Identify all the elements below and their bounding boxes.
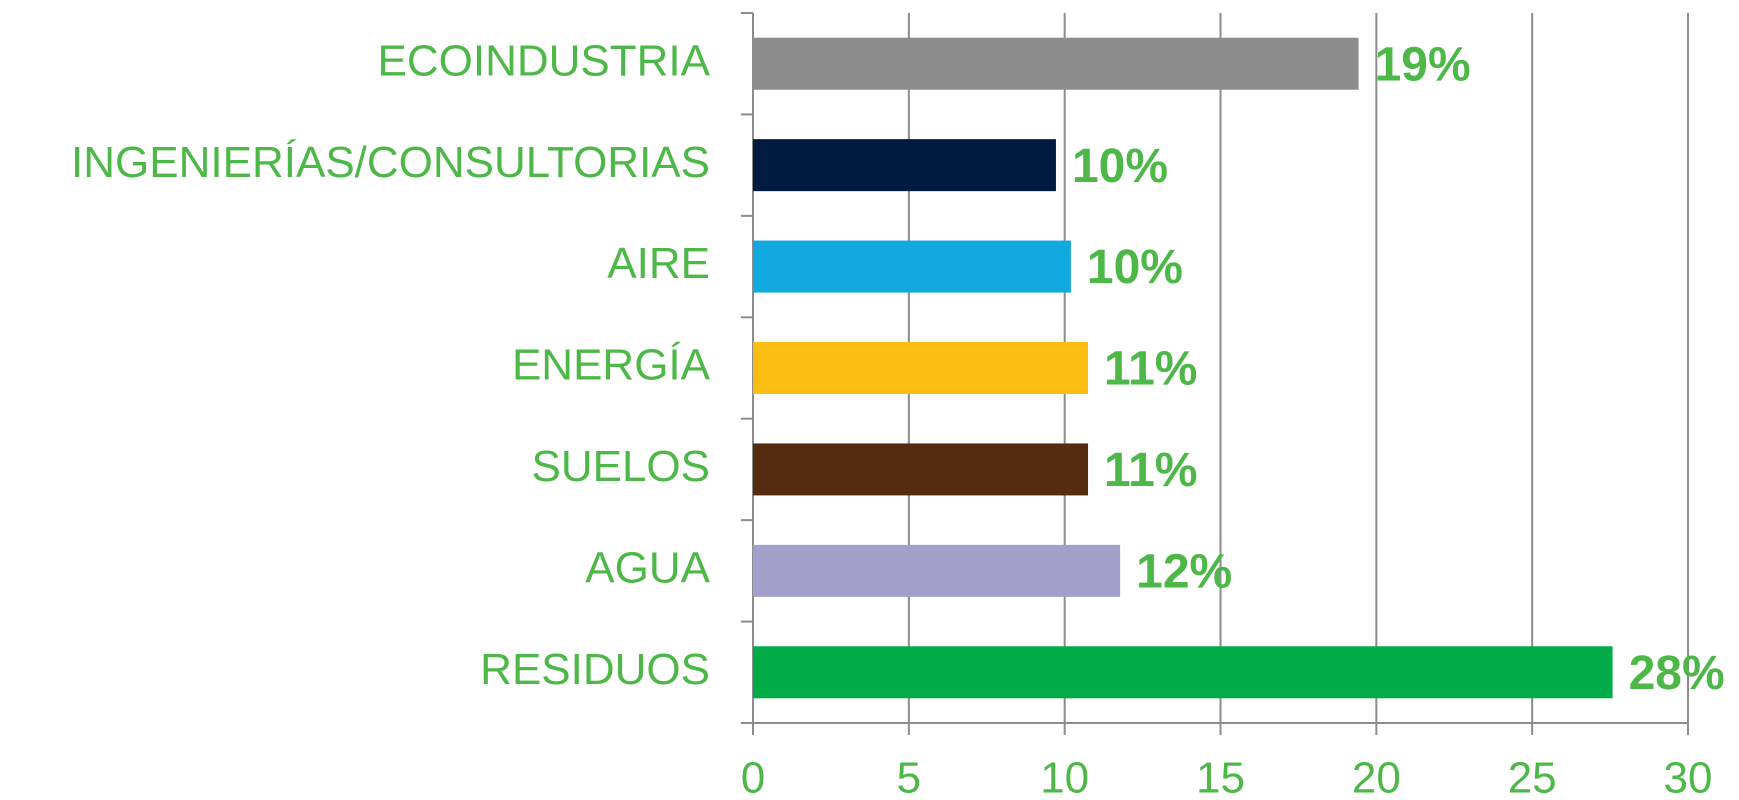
bar <box>753 37 1359 90</box>
bar <box>753 646 1613 699</box>
value-label: 11% <box>1104 444 1197 497</box>
x-tick-label: 5 <box>897 754 921 800</box>
value-label: 19% <box>1375 38 1471 91</box>
x-tick-label: 25 <box>1508 754 1557 800</box>
bar <box>753 342 1089 394</box>
value-label: 10% <box>1072 140 1168 193</box>
x-tick-label: 0 <box>741 754 765 800</box>
category-label: ECOINDUSTRIA <box>378 36 711 85</box>
bar <box>753 240 1071 293</box>
category-label: AIRE <box>607 239 710 288</box>
category-label: AGUA <box>585 543 710 592</box>
bar <box>753 139 1056 192</box>
category-label: INGENIERÍAS/CONSULTORIAS <box>71 138 710 187</box>
x-tick-label: 15 <box>1196 754 1245 800</box>
value-label: 11% <box>1104 343 1197 396</box>
bar <box>753 443 1089 496</box>
value-label: 12% <box>1136 546 1232 599</box>
category-label: ENERGÍA <box>512 341 711 390</box>
category-label: SUELOS <box>531 442 710 491</box>
x-tick-label: 20 <box>1352 754 1401 800</box>
value-label: 28% <box>1629 647 1725 700</box>
x-tick-label: 10 <box>1040 754 1089 800</box>
x-tick-label: 30 <box>1664 754 1713 800</box>
bar <box>753 544 1121 597</box>
category-label: RESIDUOS <box>480 645 710 694</box>
value-label: 10% <box>1087 241 1183 294</box>
